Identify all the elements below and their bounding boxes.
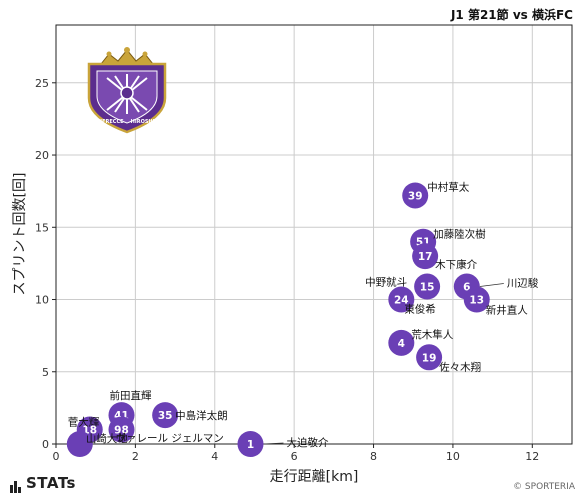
plot-frame [55,24,573,445]
point-name: 川辺駿 [507,277,539,290]
y-tick-label: 5 [42,366,49,379]
data-point: 1 大迫敬介 [237,431,329,457]
data-point: 15 中野就斗 [365,273,441,300]
point-number: 4 [398,338,405,350]
point-number: 24 [394,295,409,307]
x-tick-label: 4 [211,450,218,463]
data-point: 35 中島洋太朗 [152,402,228,429]
data-point: 39 中村草太 [402,180,470,209]
label-leader-line [263,442,284,445]
point-name: 佐々木翔 [439,360,481,373]
point-marker [152,402,179,429]
copyright-credit: © SPORTERIA [513,482,575,492]
point-number: 35 [158,410,173,422]
x-tick-label: 2 [132,450,139,463]
team-emblem: SANFRECCE HIROSHIMA [87,47,167,134]
y-axis-title: スプリント回数[回] [12,173,28,296]
point-marker [237,431,264,457]
data-point: 山崎大地 [66,431,128,457]
point-marker [412,243,439,270]
point-marker [416,344,443,371]
point-number: 15 [420,282,435,294]
point-number: 13 [469,295,484,307]
point-name: 加藤陸次樹 [433,228,486,241]
point-number: 98 [114,425,129,437]
point-name: 大迫敬介 [286,436,328,449]
point-number: 1 [247,439,254,451]
point-name: 荒木隼人 [411,328,453,341]
x-tick-label: 6 [291,450,298,463]
x-tick-label: 12 [525,450,539,463]
point-name: 山崎大地 [86,432,128,445]
point-marker [388,329,415,356]
y-tick-label: 15 [35,221,49,234]
point-marker [66,431,93,457]
point-name: 木下康介 [435,258,477,271]
point-marker [108,416,135,443]
x-tick-label: 8 [370,450,377,463]
y-tick-label: 20 [35,149,49,162]
point-name: 菅大輝 [68,416,100,429]
emblem-bottom-text: HIROSHIMA [131,119,164,125]
x-axis-title: 走行距離[km] [270,468,359,485]
point-name: 中野就斗 [365,276,407,289]
data-point: 4 荒木隼人 [388,328,454,356]
point-number: 17 [418,251,433,263]
label-leader-line [479,283,504,287]
x-tick-label: 10 [446,450,460,463]
point-name: 前田直輝 [109,389,151,402]
stats-logo: STATs [10,474,76,493]
emblem-top-text: SANFRECCE [90,119,124,125]
point-marker [388,286,415,313]
point-marker [463,286,490,313]
stats-logo-text: STATs [26,474,76,492]
point-number: 19 [422,352,437,364]
point-marker [402,182,429,209]
header-title: J1 第21節 vs 横浜FC [450,8,573,22]
point-name: 中村草太 [427,180,469,193]
point-name: 東俊希 [404,303,436,316]
stats-bars-icon [10,475,22,493]
point-name: 新井直人 [486,304,528,317]
y-tick-label: 25 [35,77,49,90]
point-number: 6 [463,282,470,294]
y-tick-label: 0 [42,438,49,451]
x-tick-label: 0 [53,450,60,463]
point-name: 中島洋太朗 [175,409,228,422]
point-number: 39 [408,190,423,202]
point-name: ヴァレール ジェルマン [115,432,223,445]
point-marker [414,273,441,300]
y-tick-label: 10 [35,294,49,307]
